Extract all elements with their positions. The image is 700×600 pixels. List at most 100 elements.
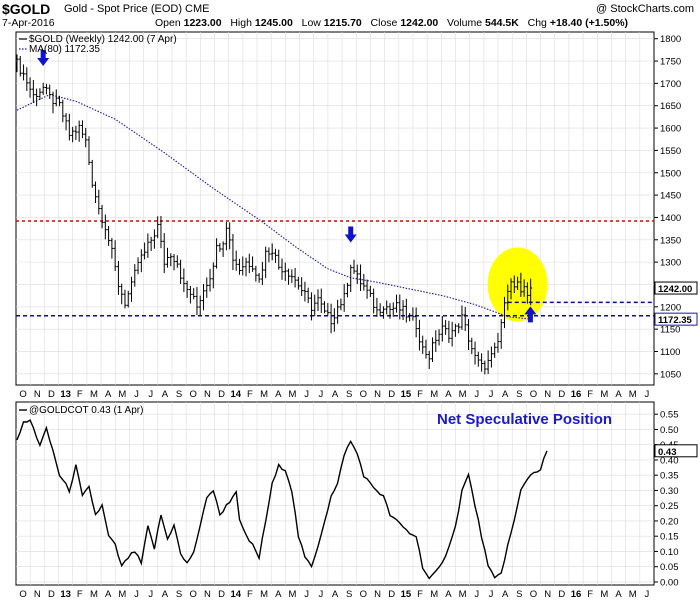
cot-y-tick-label: 0.25 (660, 501, 679, 512)
price-y-tick-label: 1350 (660, 235, 681, 246)
cot-last-tag-box (654, 444, 698, 458)
price-x-month-label: J (134, 389, 139, 400)
ma-last-tag-box (654, 312, 698, 326)
cot-x-month-label: A (445, 589, 452, 600)
chart-subtitle: Gold - Spot Price (EOD) CME (64, 3, 210, 15)
cot-x-month-label: J (474, 589, 479, 600)
ohlc-summary: Open 1223.00 High 1245.00 Low 1215.70 Cl… (155, 17, 628, 29)
cot-x-month-label: J (318, 589, 323, 600)
cot-x-month-label: F (247, 589, 253, 600)
price-x-month-label: N (34, 389, 41, 400)
price-x-month-label: S (516, 389, 522, 400)
cot-x-month-label: M (90, 589, 98, 600)
price-y-tick-label: 1600 (660, 124, 681, 135)
price-y-tick-label: 1700 (660, 79, 681, 90)
cot-y-tick-label: 0.00 (660, 577, 679, 588)
cot-y-tick-label: 0.05 (660, 562, 679, 573)
price-y-tick-label: 1750 (660, 57, 681, 68)
volume-value: 544.5K (485, 17, 519, 29)
price-y-tick-label: 1650 (660, 101, 681, 112)
chart-ticker: $GOLD (2, 1, 51, 17)
price-x-year-label: 14 (230, 389, 241, 400)
chg-label: Chg (527, 17, 547, 29)
price-x-month-label: M (459, 389, 467, 400)
cot-x-month-label: S (176, 589, 182, 600)
cot-x-month-label: F (77, 589, 83, 600)
price-x-month-label: A (502, 389, 509, 400)
price-x-month-label: A (275, 389, 282, 400)
price-x-month-label: N (204, 389, 211, 400)
price-last-tag-box (654, 281, 698, 295)
cot-x-month-label: N (204, 589, 211, 600)
price-x-month-label: F (587, 389, 593, 400)
price-x-month-label: A (445, 389, 452, 400)
cot-x-month-label: A (502, 589, 509, 600)
cot-x-month-label: J (148, 589, 153, 600)
price-x-month-label: O (360, 389, 367, 400)
price-y-tick-label: 1400 (660, 213, 681, 224)
ma-80-line (16, 94, 531, 320)
cot-x-year-label: 16 (571, 589, 582, 600)
cot-x-month-label: O (530, 589, 537, 600)
price-x-month-label: M (629, 389, 637, 400)
price-y-tick-label: 1100 (660, 347, 680, 358)
price-x-month-label: J (148, 389, 153, 400)
chg-value: +18.40 (+1.50%) (549, 17, 629, 29)
cot-x-month-label: N (34, 589, 41, 600)
cot-x-month-label: D (48, 589, 55, 600)
price-last-tag: 1242.00 (654, 281, 698, 295)
cot-x-month-label: M (629, 589, 637, 600)
price-x-month-label: D (558, 389, 565, 400)
down-arrow-marker (344, 226, 357, 243)
cot-x-month-label: N (374, 589, 381, 600)
cot-x-month-label: D (218, 589, 225, 600)
price-y-tick-label: 1150 (660, 325, 680, 336)
cot-x-month-label: M (118, 589, 126, 600)
price-x-month-label: A (615, 389, 622, 400)
cot-x-month-label: J (304, 589, 309, 600)
cot-x-year-label: 13 (60, 589, 71, 600)
cot-x-month-label: O (19, 589, 26, 600)
price-y-tick-label: 1800 (660, 34, 681, 45)
price-x-month-label: N (544, 389, 551, 400)
cot-x-month-label: M (430, 589, 438, 600)
cot-x-year-label: 14 (230, 589, 241, 600)
cot-y-tick-label: 0.35 (660, 471, 679, 482)
cot-annotation: Net Speculative Position (437, 411, 612, 428)
chart-header: $GOLD Gold - Spot Price (EOD) CME @ Stoc… (0, 0, 700, 32)
price-panel-frame (15, 31, 655, 386)
ma-last-tag-text: 1172.35 (658, 315, 693, 326)
cot-x-month-label: J (489, 589, 494, 600)
open-value: 1223.00 (183, 17, 222, 29)
price-x-month-label: O (530, 389, 537, 400)
up-arrow-marker (524, 306, 537, 323)
price-x-month-label: M (430, 389, 438, 400)
price-legend-label: MA(80) 1172.35 (29, 44, 100, 55)
price-x-month-label: J (318, 389, 323, 400)
price-x-month-label: S (176, 389, 182, 400)
price-x-month-label: O (190, 389, 197, 400)
cot-x-month-label: A (332, 589, 339, 600)
cot-y-tick-label: 0.10 (660, 547, 679, 558)
cot-x-year-label: 15 (401, 589, 412, 600)
price-x-month-label: M (260, 389, 268, 400)
cot-last-tag: 0.43 (654, 444, 698, 458)
price-y-tick-label: 1550 (660, 146, 681, 157)
high-label: High (230, 17, 252, 29)
cot-x-month-label: M (459, 589, 467, 600)
price-y-tick-label: 1500 (660, 168, 681, 179)
price-x-month-label: S (346, 389, 352, 400)
price-x-month-label: F (417, 389, 423, 400)
price-legend-label: $GOLD (Weekly) 1242.00 (7 Apr) (29, 34, 177, 45)
cot-panel-frame (15, 401, 655, 586)
cot-y-tick-label: 0.50 (660, 425, 679, 436)
cot-x-month-label: J (645, 589, 650, 600)
cot-x-month-label: S (516, 589, 522, 600)
close-value: 1242.00 (400, 17, 439, 29)
cot-legend-label: @GOLDCOT 0.43 (1 Apr) (29, 405, 143, 416)
price-y-tick-label: 1200 (660, 302, 681, 313)
cot-x-month-label: A (615, 589, 622, 600)
cot-x-month-label: S (346, 589, 352, 600)
cot-x-month-label: M (600, 589, 608, 600)
